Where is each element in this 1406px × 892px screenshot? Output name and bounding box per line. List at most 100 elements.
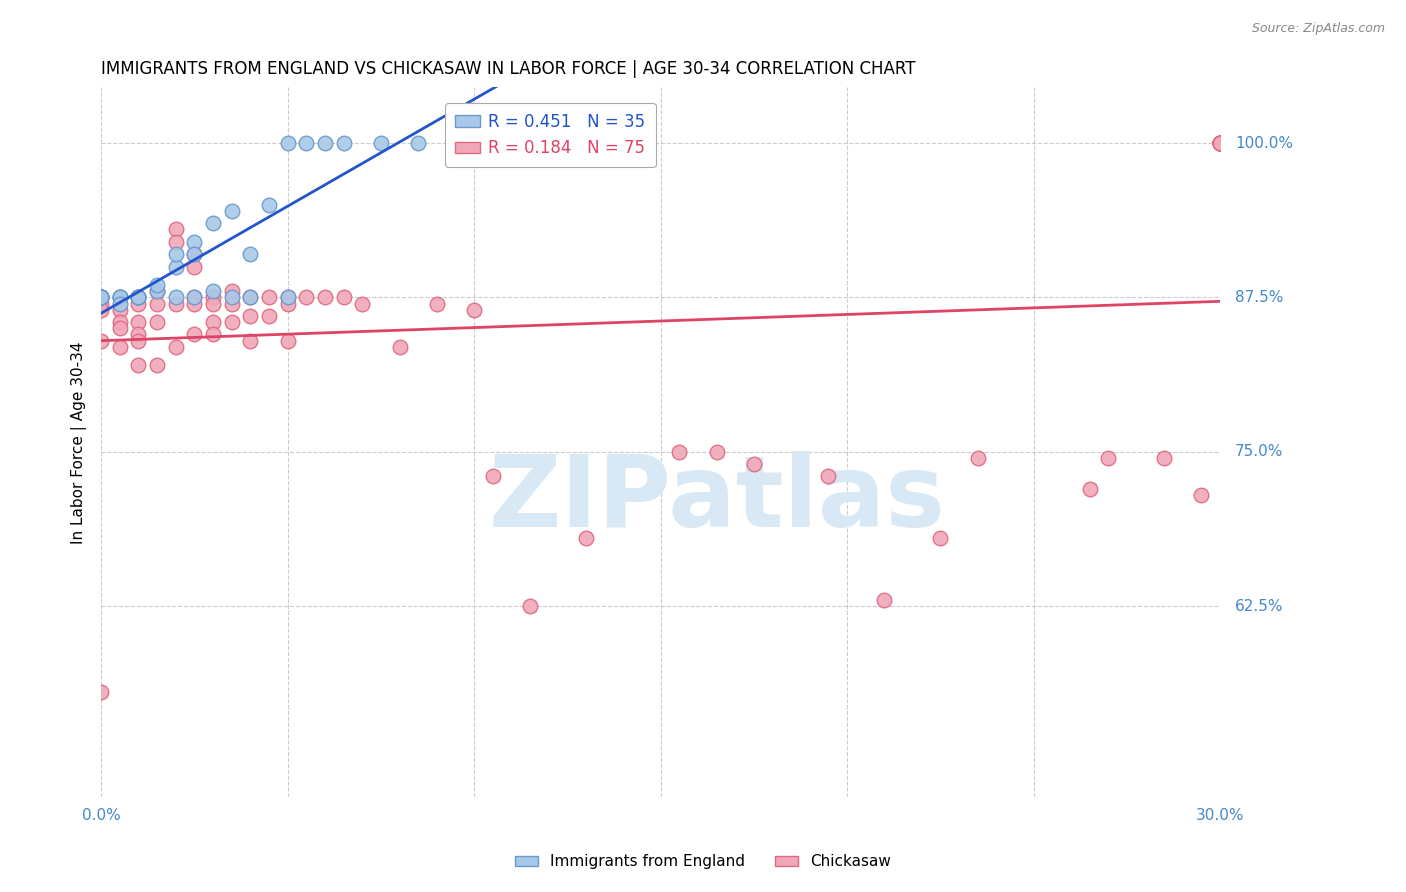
Point (575, 531, 598, 545)
Point (1097, 450, 1119, 465)
Point (165, 290, 187, 304)
Point (127, 315, 149, 329)
Point (90, 290, 112, 304)
Legend: R = 0.451   N = 35, R = 0.184   N = 75: R = 0.451 N = 35, R = 0.184 N = 75 (446, 103, 655, 168)
Point (127, 290, 149, 304)
Point (295, 136, 318, 150)
Text: ZIPatlas: ZIPatlas (488, 450, 945, 548)
Point (108, 321, 131, 335)
Point (183, 235, 205, 249)
Point (108, 290, 131, 304)
Point (742, 457, 765, 471)
Point (1209, 136, 1232, 150)
Point (221, 284, 243, 298)
Point (873, 592, 896, 607)
Point (481, 469, 503, 483)
Point (90, 290, 112, 304)
Point (1153, 450, 1175, 465)
Point (239, 334, 262, 348)
Text: 75.0%: 75.0% (1234, 444, 1284, 459)
Point (146, 284, 169, 298)
Point (1209, 136, 1232, 150)
Point (90, 290, 112, 304)
Point (165, 222, 187, 236)
Point (183, 247, 205, 261)
Point (202, 327, 225, 342)
Point (239, 247, 262, 261)
Point (165, 247, 187, 261)
Point (352, 296, 374, 310)
Point (90, 685, 112, 699)
Text: 100.0%: 100.0% (1234, 136, 1294, 151)
Y-axis label: In Labor Force | Age 30-34: In Labor Force | Age 30-34 (72, 341, 87, 544)
Point (127, 290, 149, 304)
Point (127, 290, 149, 304)
Point (165, 260, 187, 274)
Point (127, 290, 149, 304)
Text: Source: ZipAtlas.com: Source: ZipAtlas.com (1251, 22, 1385, 36)
Legend: Immigrants from England, Chickasaw: Immigrants from England, Chickasaw (509, 848, 897, 875)
Point (221, 290, 243, 304)
Point (1209, 136, 1232, 150)
Point (370, 136, 392, 150)
Point (90, 296, 112, 310)
Point (90, 290, 112, 304)
Point (295, 290, 318, 304)
Point (90, 334, 112, 348)
Point (90, 302, 112, 317)
Point (1209, 136, 1232, 150)
Point (277, 296, 299, 310)
Point (183, 327, 205, 342)
Point (519, 599, 541, 613)
Point (239, 290, 262, 304)
Point (1209, 136, 1232, 150)
Point (277, 290, 299, 304)
Point (108, 290, 131, 304)
Point (332, 136, 354, 150)
Point (165, 235, 187, 249)
Point (108, 315, 131, 329)
Point (426, 296, 449, 310)
Point (277, 290, 299, 304)
Point (183, 290, 205, 304)
Point (90, 290, 112, 304)
Point (239, 309, 262, 323)
Point (314, 136, 336, 150)
Point (146, 358, 169, 372)
Point (183, 247, 205, 261)
Point (183, 260, 205, 274)
Point (183, 296, 205, 310)
Point (146, 315, 169, 329)
Point (165, 296, 187, 310)
Point (108, 290, 131, 304)
Point (1189, 488, 1212, 502)
Text: IMMIGRANTS FROM ENGLAND VS CHICKASAW IN LABOR FORCE | AGE 30-34 CORRELATION CHAR: IMMIGRANTS FROM ENGLAND VS CHICKASAW IN … (101, 60, 915, 78)
Point (221, 296, 243, 310)
Point (127, 334, 149, 348)
Point (90, 290, 112, 304)
Point (817, 469, 839, 483)
Point (202, 315, 225, 329)
Point (202, 284, 225, 298)
Point (1209, 136, 1232, 150)
Point (146, 278, 169, 293)
Point (202, 290, 225, 304)
Point (1209, 136, 1232, 150)
Point (332, 290, 354, 304)
Point (966, 450, 988, 465)
Point (1209, 136, 1232, 150)
Point (406, 136, 429, 150)
Point (668, 444, 690, 458)
Point (108, 290, 131, 304)
Point (388, 340, 411, 354)
Text: 87.5%: 87.5% (1234, 290, 1284, 305)
Point (127, 327, 149, 342)
Point (127, 296, 149, 310)
Point (146, 284, 169, 298)
Point (463, 302, 485, 317)
Point (314, 290, 336, 304)
Point (706, 444, 728, 458)
Point (929, 531, 952, 545)
Point (221, 315, 243, 329)
Point (239, 290, 262, 304)
